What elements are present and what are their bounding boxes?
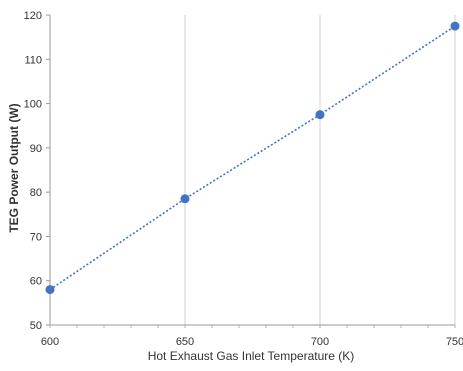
y-tick-label: 60 xyxy=(30,276,42,288)
y-tick-label: 120 xyxy=(24,10,42,22)
data-point xyxy=(315,110,325,120)
x-axis-title: Hot Exhaust Gas Inlet Temperature (K) xyxy=(148,349,355,363)
y-tick-label: 100 xyxy=(24,99,42,111)
tick-labels: 50 60 70 80 90 100 110 120 600 650 700 750 xyxy=(24,10,463,348)
y-tick-label: 70 xyxy=(30,231,42,243)
y-tick-label: 80 xyxy=(30,187,42,199)
grid-lines xyxy=(184,15,456,325)
x-tick-label: 600 xyxy=(41,336,59,348)
axes xyxy=(46,14,456,328)
y-axis-title: TEG Power Output (W) xyxy=(7,103,21,232)
data-point xyxy=(450,21,460,31)
data-point xyxy=(45,285,55,295)
x-tick-label: 650 xyxy=(176,336,194,348)
x-tick-label: 700 xyxy=(311,336,329,348)
data-point xyxy=(180,194,190,204)
y-tick-label: 90 xyxy=(30,143,42,155)
y-tick-label: 50 xyxy=(30,320,42,332)
data-series xyxy=(45,21,460,295)
series-line xyxy=(49,25,456,291)
x-tick-label: 750 xyxy=(446,336,463,348)
y-tick-label: 110 xyxy=(24,54,42,66)
